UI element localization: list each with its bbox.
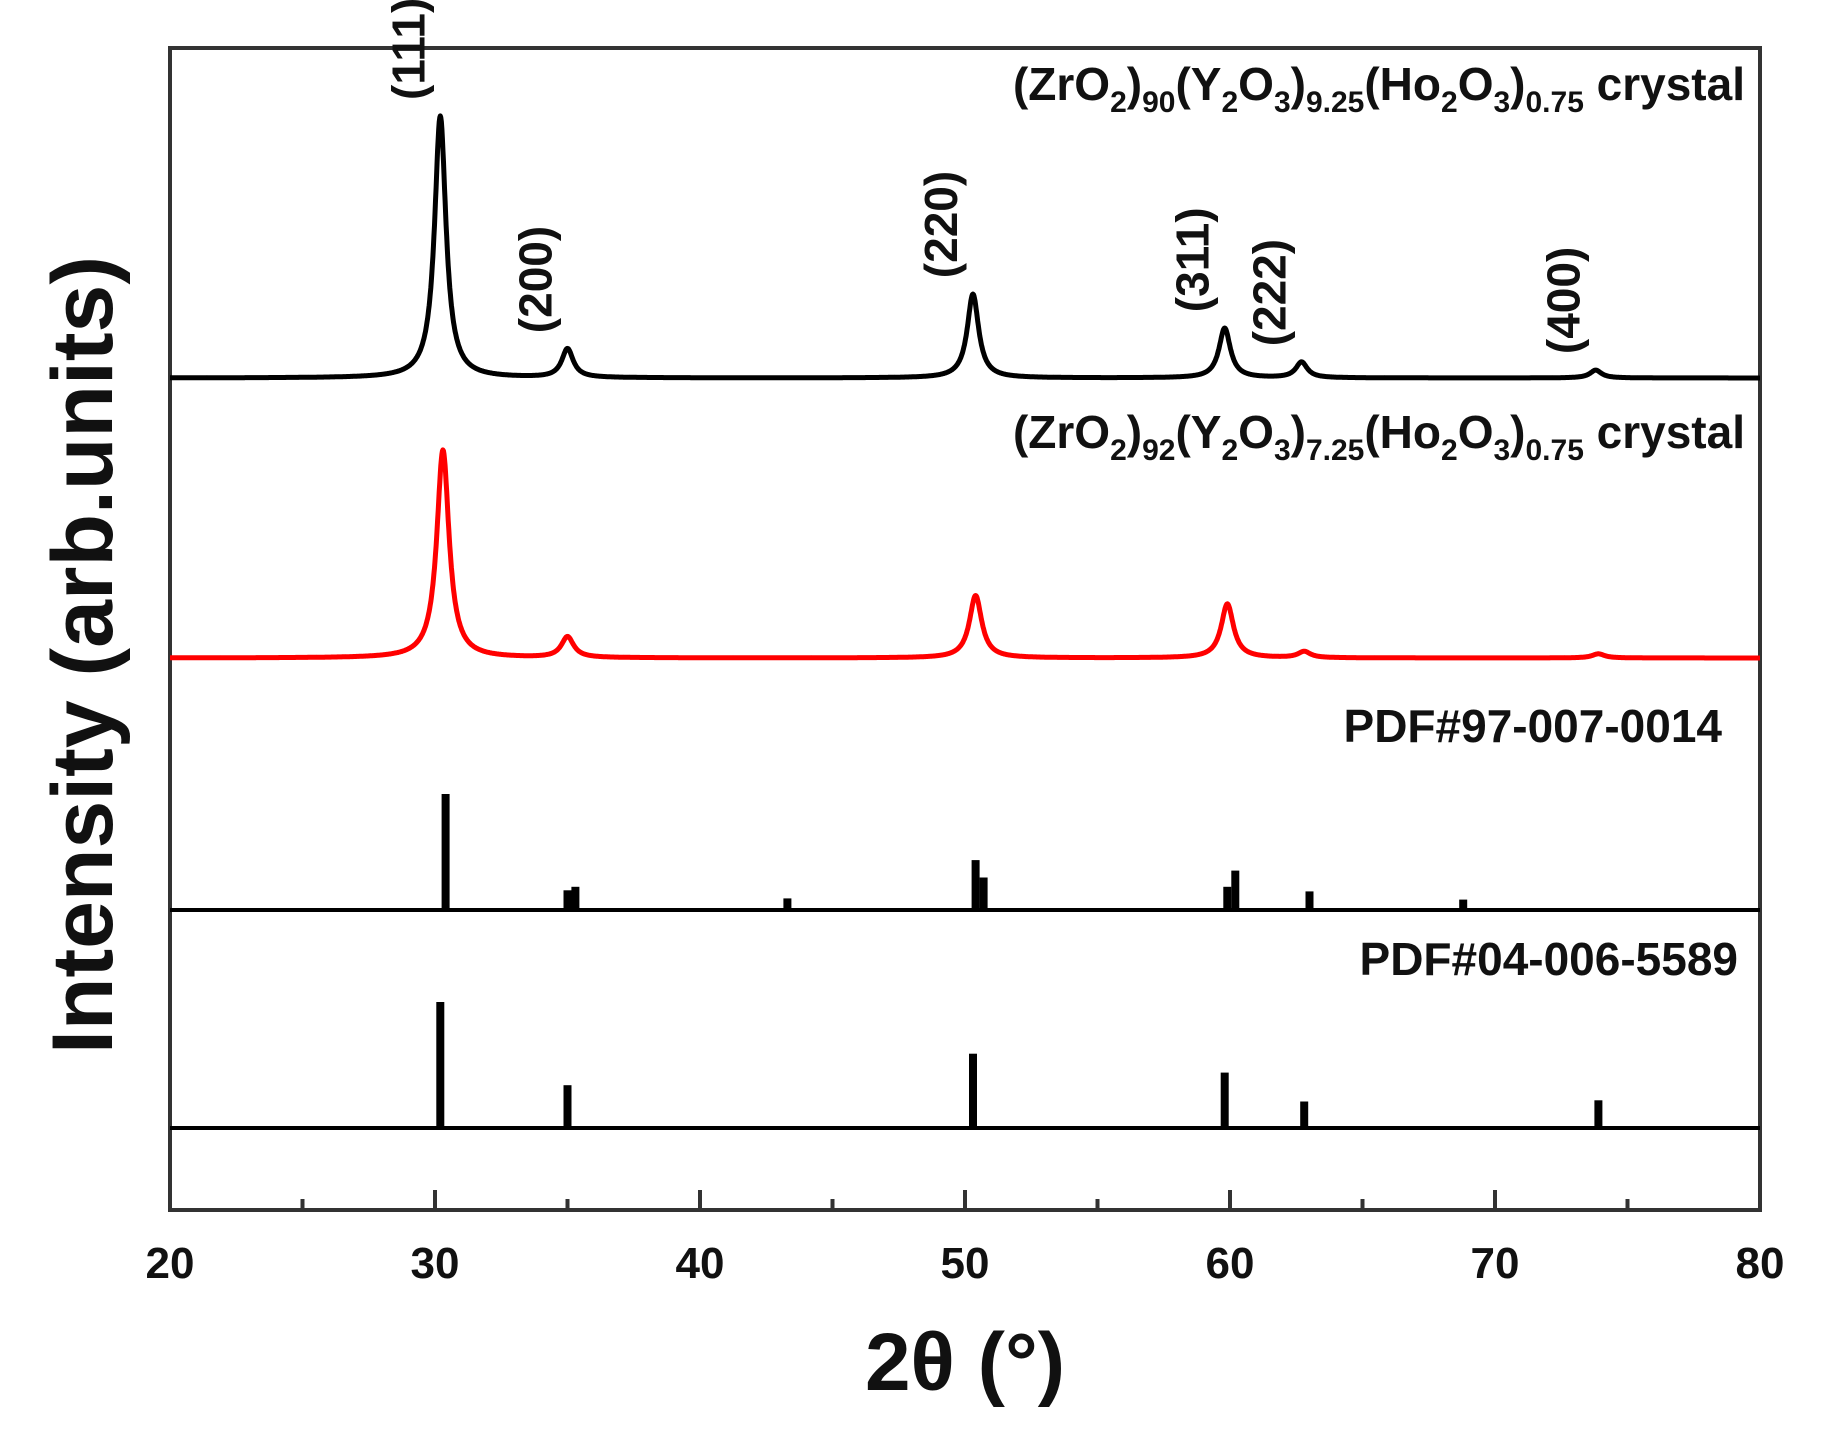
reference-stick xyxy=(1220,1072,1229,1128)
peak-index-labels: (111) (200) (220) (311) (222) (400) xyxy=(382,0,1589,354)
reference-stick xyxy=(563,1085,572,1128)
x-tick-label: 80 xyxy=(1736,1239,1785,1288)
reference-stick xyxy=(969,1053,977,1128)
reference-stick xyxy=(1459,899,1468,910)
series-3-trace xyxy=(170,794,1760,912)
x-tick-label: 30 xyxy=(411,1239,460,1288)
peak-index-label: (222) xyxy=(1244,239,1296,346)
traces xyxy=(168,113,1762,1130)
x-tick-label: 40 xyxy=(676,1239,725,1288)
peak-index-label: (311) xyxy=(1167,207,1219,312)
x-tick-label: 70 xyxy=(1471,1239,1520,1288)
series-3-label: PDF#97-007-0014 xyxy=(1344,700,1723,752)
x-tick-label: 60 xyxy=(1206,1239,1255,1288)
reference-stick xyxy=(979,877,988,910)
series-labels: (ZrO2)90(Y2O3)9.25(Ho2O3)0.75 crystal (Zr… xyxy=(1013,58,1745,985)
reference-stick xyxy=(441,794,450,910)
reference-stick xyxy=(1594,1100,1603,1128)
x-tick-label: 20 xyxy=(146,1239,195,1288)
reference-stick xyxy=(1231,870,1240,910)
reference-stick xyxy=(1300,1101,1309,1128)
reference-stick xyxy=(1305,891,1314,910)
series-2-label: (ZrO2)92(Y2O3)7.25(Ho2O3)0.75 crystal xyxy=(1013,406,1745,467)
peak-index-label: (111) xyxy=(382,0,434,100)
x-axis-ticks: 20 30 40 50 60 70 80 xyxy=(146,1190,1785,1288)
series-1-trace xyxy=(168,113,1762,381)
y-axis-title: Intensity (arb.units) xyxy=(35,256,131,1054)
series-1-label: (ZrO2)90(Y2O3)9.25(Ho2O3)0.75 crystal xyxy=(1013,58,1745,119)
diffraction-line xyxy=(168,447,1762,661)
x-axis-title: 2θ (°) xyxy=(865,1317,1065,1408)
reference-stick xyxy=(783,898,792,910)
x-tick-label: 50 xyxy=(941,1239,990,1288)
peak-index-label: (220) xyxy=(915,171,967,278)
diffraction-line xyxy=(168,113,1762,381)
series-4-trace xyxy=(170,1002,1760,1130)
peak-index-label: (200) xyxy=(510,226,562,333)
reference-stick xyxy=(563,890,572,910)
reference-stick xyxy=(1223,886,1232,910)
reference-stick xyxy=(436,1002,445,1128)
series-2-trace xyxy=(168,447,1762,661)
series-4-label: PDF#04-006-5589 xyxy=(1360,933,1738,985)
reference-stick xyxy=(971,860,980,910)
reference-stick xyxy=(571,886,580,910)
peak-index-label: (400) xyxy=(1538,247,1590,354)
